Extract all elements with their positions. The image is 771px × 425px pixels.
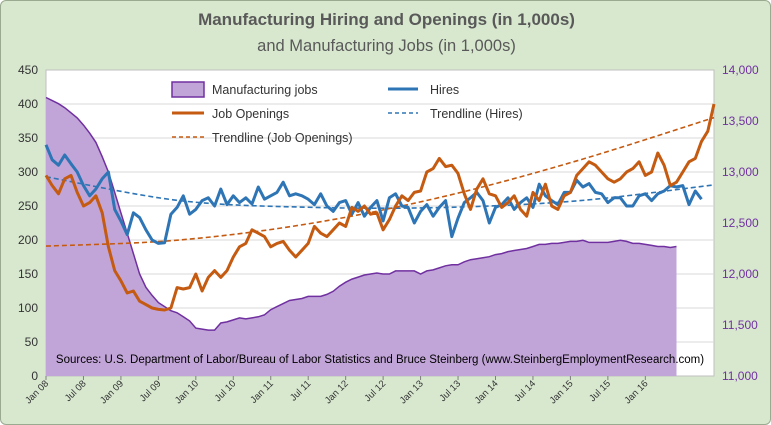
y-left-tick-label: 50 (25, 335, 39, 349)
x-tick-label: Jan 10 (173, 378, 201, 406)
x-tick-label: Jul 12 (363, 378, 389, 404)
y-right-tick-label: 13,000 (722, 165, 759, 179)
series-jobs-area (46, 97, 677, 376)
x-tick-label: Jan 13 (398, 378, 426, 406)
y-right-tick-label: 11,500 (722, 318, 758, 332)
y-left-tick-label: 400 (18, 97, 38, 111)
x-tick-label: Jan 12 (323, 378, 351, 406)
y-left-tick-label: 100 (18, 301, 38, 315)
x-tick-label: Jan 09 (98, 378, 126, 406)
y-left-tick-label: 300 (18, 165, 38, 179)
y-right-tick-label: 14,000 (722, 63, 759, 77)
x-tick-label: Jan 16 (622, 378, 650, 406)
legend-label-jobs: Manufacturing jobs (212, 83, 318, 97)
series-jobs-line (45, 96, 677, 331)
x-tick-label: Jul 09 (138, 378, 164, 404)
legend-label-trend-openings: Trendline (Job Openings) (212, 131, 353, 145)
x-tick-label: Jul 13 (437, 378, 463, 404)
y-left-tick-label: 0 (31, 369, 38, 383)
legend: Manufacturing jobs Hires Job Openings Tr… (171, 81, 523, 145)
y-left-tick-label: 450 (18, 63, 38, 77)
x-tick-label: Jul 08 (63, 378, 89, 404)
chart-title: Manufacturing Hiring and Openings (in 1,… (198, 10, 575, 29)
x-tick-label: Jan 14 (473, 378, 501, 406)
legend-label-openings: Job Openings (212, 107, 289, 121)
y-left-tick-label: 350 (18, 131, 38, 145)
series-hires-line (44, 144, 703, 245)
y-left-tick-label: 250 (18, 199, 38, 213)
source-note: Sources: U.S. Department of Labor/Bureau… (56, 354, 704, 366)
x-tick-label: Jul 15 (587, 378, 613, 404)
y-left-tick-label: 200 (18, 233, 38, 247)
y-right-tick-label: 11,000 (722, 369, 758, 383)
x-tick-label: Jul 10 (213, 378, 239, 404)
chart-subtitle: and Manufacturing Jobs (in 1,000s) (257, 37, 516, 55)
y-right-tick-label: 12,000 (722, 267, 759, 281)
jobs-area-layer (45, 96, 677, 376)
series-openings-line (44, 103, 716, 312)
y-left-tick-label: 150 (18, 267, 38, 281)
x-tick-label: Jan 15 (548, 378, 576, 406)
legend-label-trend-hires: Trendline (Hires) (430, 107, 523, 121)
x-tick-label: Jul 11 (288, 378, 313, 403)
y-right-tick-label: 13,500 (722, 114, 759, 128)
legend-swatch-jobs (171, 81, 205, 98)
x-tick-label: Jul 14 (512, 378, 538, 404)
y-right-tick-label: 12,500 (722, 216, 759, 230)
x-tick-label: Jan 11 (248, 378, 275, 405)
legend-label-hires: Hires (430, 83, 459, 97)
series-lines-layer (44, 103, 716, 312)
